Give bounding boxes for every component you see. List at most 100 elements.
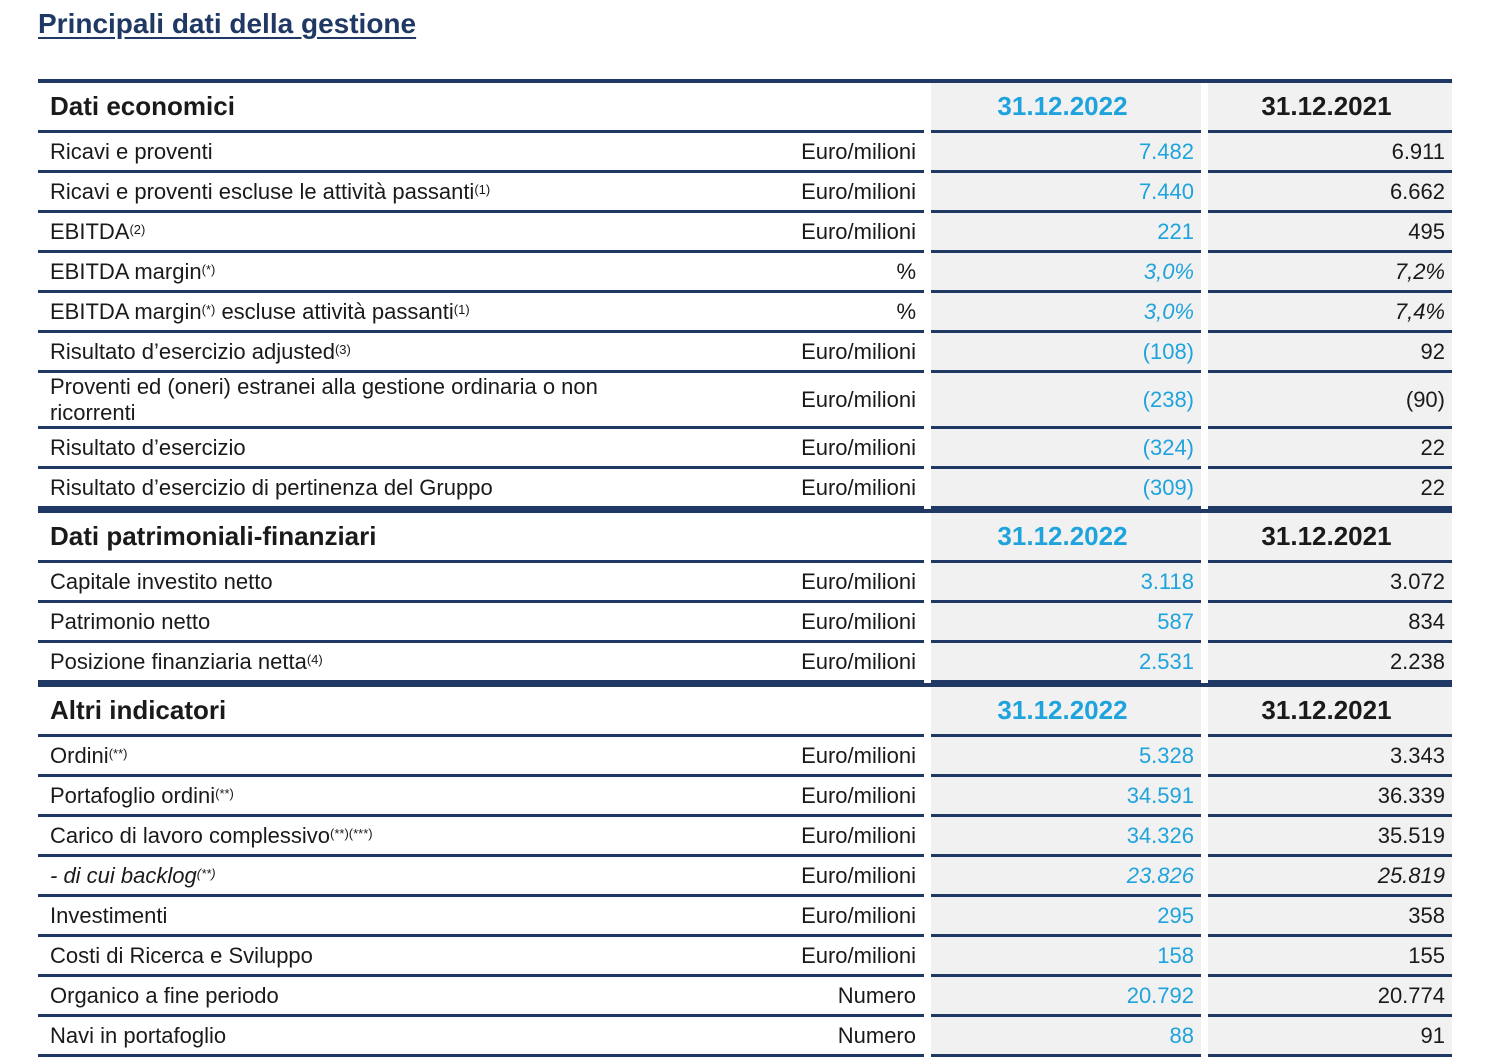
- table-row: Ricavi e proventi escluse le attività pa…: [38, 173, 1452, 213]
- unit: Euro/milioni: [801, 608, 916, 634]
- footnote-mark: (**): [196, 865, 216, 881]
- value-current: 221: [931, 213, 1201, 253]
- value-previous: 36.339: [1208, 777, 1452, 817]
- label-cell: EBITDA margin(*)%: [38, 253, 924, 293]
- section-title: Dati patrimoniali-finanziari: [50, 521, 377, 551]
- label-cell: Costi di Ricerca e Sviluppo Euro/milioni: [38, 937, 924, 977]
- value-current: 3,0%: [931, 253, 1201, 293]
- table-row: EBITDA margin(*)% 3,0% 7,2%: [38, 253, 1452, 293]
- table-row: Risultato d’esercizio Euro/milioni (324) 22: [38, 429, 1452, 469]
- footnote-mark: (3): [334, 341, 351, 357]
- label-text: Navi in portafoglio: [50, 1022, 227, 1048]
- unit: Euro/milioni: [801, 942, 916, 968]
- value-current: 5.328: [931, 737, 1201, 777]
- table-row: Navi in portafoglio Numero 88 91: [38, 1017, 1452, 1057]
- row-label: Organico a fine periodo: [50, 983, 279, 1009]
- table-row: Portafoglio ordini(**) Euro/milioni 34.591…: [38, 777, 1452, 817]
- label-text: Capitale investito netto: [50, 568, 273, 594]
- label-cell: Proventi ed (oneri) estranei alla gestio…: [38, 373, 924, 429]
- unit: Numero: [837, 1022, 916, 1048]
- value-previous: 3.343: [1208, 737, 1452, 777]
- value-current: 2.531: [931, 643, 1201, 683]
- row-label: EBITDA margin(*) escluse attività passan…: [50, 299, 470, 325]
- value-previous: 495: [1208, 213, 1452, 253]
- label-text: Costi di Ricerca e Sviluppo: [50, 942, 313, 968]
- label-text: Risultato d’esercizio adjusted: [50, 338, 335, 364]
- label-text: EBITDA: [50, 218, 130, 244]
- table-row: EBITDA(2) Euro/milioni 221 495: [38, 213, 1452, 253]
- label-text: Risultato d’esercizio: [50, 434, 246, 460]
- label-cell: Posizione finanziaria netta(4) Euro/milio…: [38, 643, 924, 683]
- value-current: 88: [931, 1017, 1201, 1057]
- column-header: 31.12.2022: [931, 513, 1201, 563]
- page-title: Principali dati della gestione: [38, 8, 417, 39]
- footnote-mark: (**): [108, 745, 128, 761]
- value-previous: 92: [1208, 333, 1452, 373]
- table-row: Posizione finanziaria netta(4) Euro/milio…: [38, 643, 1452, 683]
- label-text: EBITDA margin: [50, 298, 202, 324]
- footnote-mark: (1): [453, 301, 470, 317]
- table-row: Ordini(**) Euro/milioni 5.328 3.343: [38, 737, 1452, 777]
- column-header: 31.12.2022: [931, 83, 1201, 133]
- label-text: Ordini: [50, 742, 109, 768]
- footnote-mark: (*): [201, 261, 216, 277]
- footnote-mark: (**)(***): [330, 825, 373, 841]
- table-row: Organico a fine periodo Numero 20.792 20.77…: [38, 977, 1452, 1017]
- footnote-mark: (1): [474, 181, 491, 197]
- value-previous: 22: [1208, 469, 1452, 509]
- data-table: Dati economici 31.12.2022 31.12.2021 Ricavi…: [38, 79, 1452, 1057]
- row-label: Risultato d’esercizio adjusted(3): [50, 339, 351, 365]
- row-label: Patrimonio netto: [50, 609, 210, 635]
- footnote-mark: (4): [306, 651, 323, 667]
- unit: Numero: [837, 982, 916, 1008]
- header-cell: Dati patrimoniali-finanziari: [38, 513, 924, 563]
- row-label: EBITDA margin(*): [50, 259, 215, 285]
- label-text: EBITDA margin: [50, 258, 202, 284]
- value-previous: 6.662: [1208, 173, 1452, 213]
- row-label: Posizione finanziaria netta(4): [50, 649, 323, 675]
- label-text: Proventi ed (oneri) estranei alla gestio…: [50, 373, 598, 425]
- footnote-mark: (2): [129, 221, 146, 237]
- value-current: 34.591: [931, 777, 1201, 817]
- table-row: EBITDA margin(*) escluse attività passan…: [38, 293, 1452, 333]
- header-cell: Dati economici: [38, 83, 924, 133]
- row-label: Navi in portafoglio: [50, 1023, 226, 1049]
- section-header: Dati patrimoniali-finanziari 31.12.2022 31…: [38, 509, 1452, 563]
- label-text: Carico di lavoro complessivo: [50, 822, 330, 848]
- table-row: Ricavi e proventi Euro/milioni 7.482 6.911: [38, 133, 1452, 173]
- value-current: 20.792: [931, 977, 1201, 1017]
- label-text: Investimenti: [50, 902, 168, 928]
- column-header: 31.12.2022: [931, 687, 1201, 737]
- unit: Euro/milioni: [801, 568, 916, 594]
- value-previous: 834: [1208, 603, 1452, 643]
- label-cell: Ricavi e proventi Euro/milioni: [38, 133, 924, 173]
- table-row: Capitale investito netto Euro/milioni 3.11…: [38, 563, 1452, 603]
- unit: Euro/milioni: [801, 474, 916, 500]
- table-row: - di cui backlog(**) Euro/milioni 23.826 25…: [38, 857, 1452, 897]
- value-current: 7.440: [931, 173, 1201, 213]
- value-current: (238): [931, 373, 1201, 429]
- column-header: 31.12.2021: [1208, 513, 1452, 563]
- value-previous: 3.072: [1208, 563, 1452, 603]
- label-cell: Capitale investito netto Euro/milioni: [38, 563, 924, 603]
- section-title: Altri indicatori: [50, 695, 227, 725]
- label-text: Ricavi e proventi escluse le attività pa…: [50, 178, 475, 204]
- value-current: (108): [931, 333, 1201, 373]
- section-header: Dati economici 31.12.2022 31.12.2021: [38, 79, 1452, 133]
- row-label: Risultato d’esercizio di pertinenza del …: [50, 475, 493, 501]
- value-current: (309): [931, 469, 1201, 509]
- row-label: Proventi ed (oneri) estranei alla gestio…: [50, 374, 670, 426]
- value-previous: 7,4%: [1208, 293, 1452, 333]
- unit: %: [896, 258, 916, 284]
- row-label: Ricavi e proventi: [50, 139, 213, 165]
- unit: Euro/milioni: [801, 782, 916, 808]
- row-label: Ordini(**): [50, 743, 127, 769]
- value-previous: 2.238: [1208, 643, 1452, 683]
- row-label: Investimenti: [50, 903, 167, 929]
- value-current: 34.326: [931, 817, 1201, 857]
- value-previous: 6.911: [1208, 133, 1452, 173]
- unit: Euro/milioni: [801, 822, 916, 848]
- label-text: escluse attività passanti: [215, 298, 454, 324]
- unit: %: [896, 298, 916, 324]
